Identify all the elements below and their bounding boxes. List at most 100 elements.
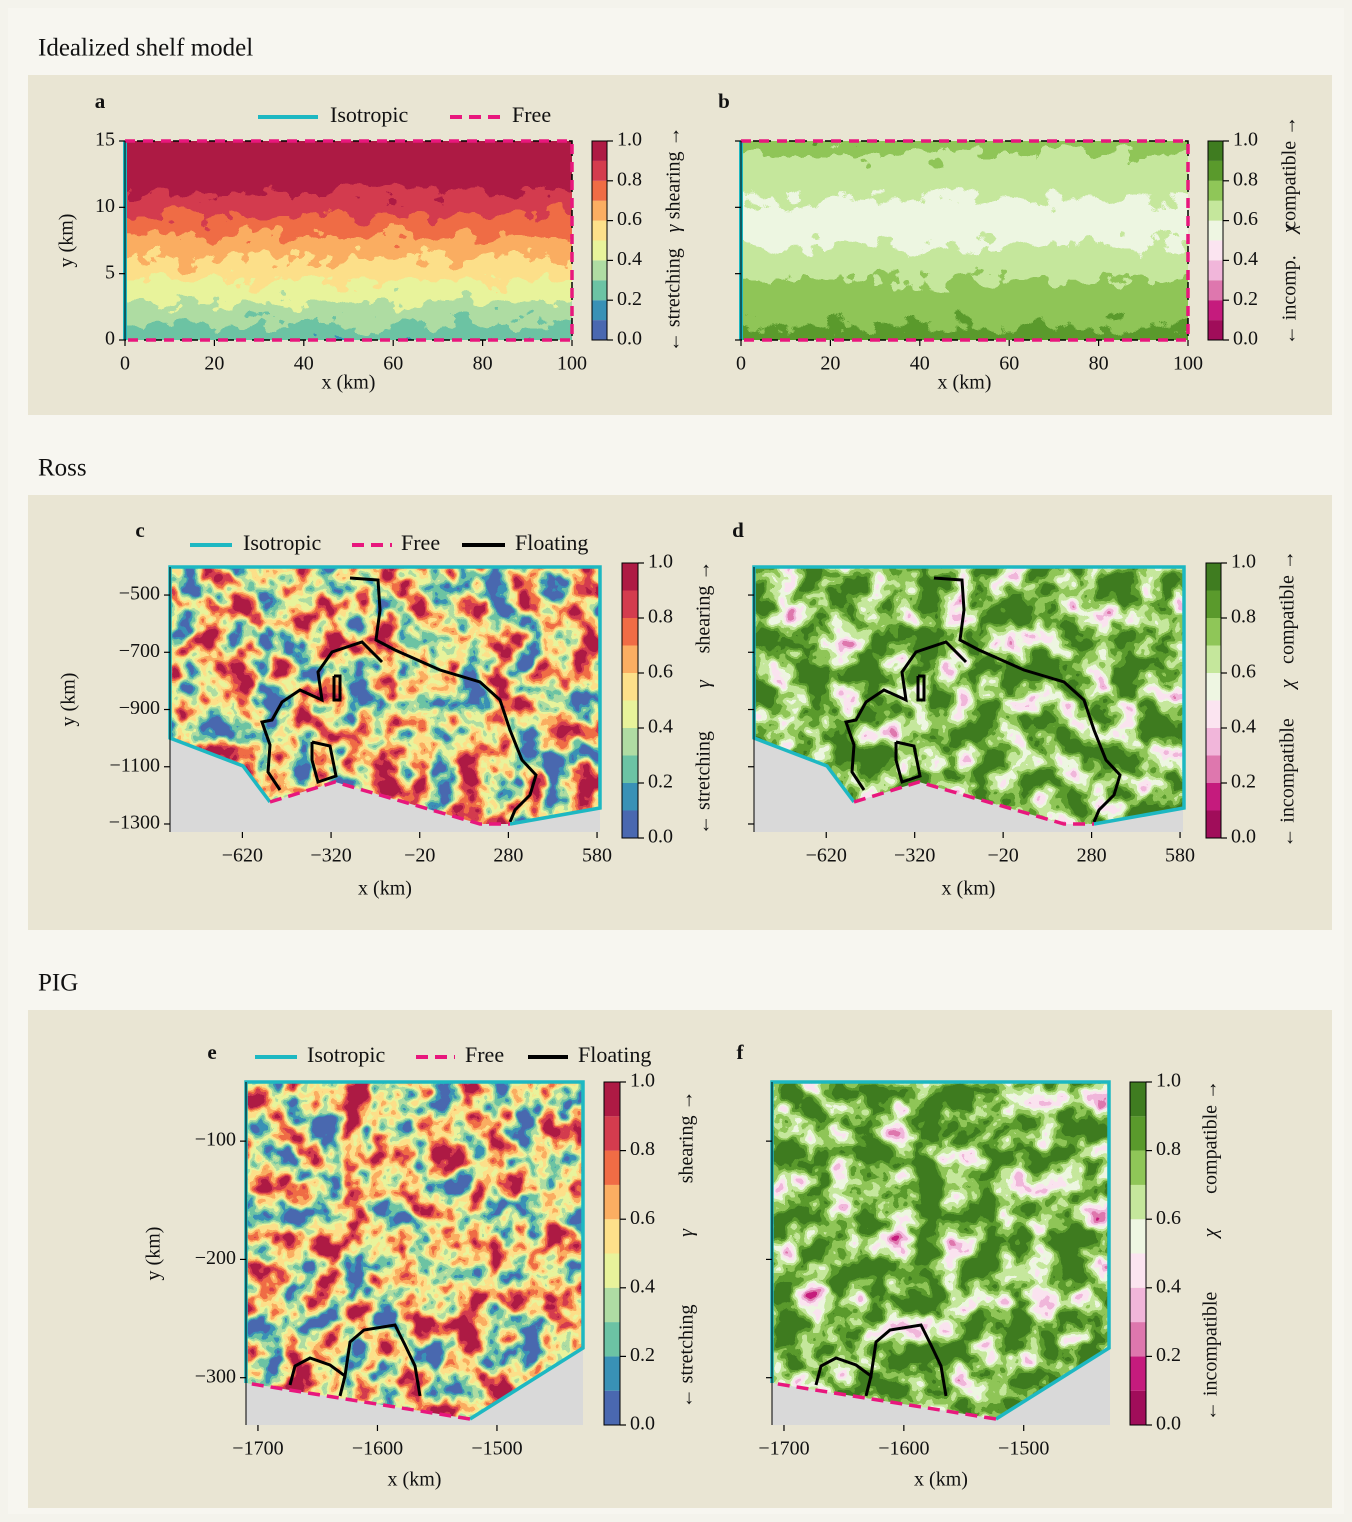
- colorbar-level: [1206, 755, 1221, 783]
- y-tick-label: −1100: [109, 754, 160, 776]
- colorbar-level: [1208, 141, 1223, 161]
- legend-label: Free: [512, 102, 551, 127]
- colorbar-label: shearing →: [663, 126, 685, 219]
- colorbar-tick-label: 0.4: [1233, 248, 1258, 270]
- floating-outline: [349, 576, 538, 823]
- colorbar-tick-label: 1.0: [630, 1070, 655, 1092]
- x-tick-label: 20: [204, 353, 224, 375]
- colorbar-tick-label: 0.0: [617, 328, 642, 350]
- colorbar-level: [1208, 160, 1223, 181]
- colorbar-tick-label: 0.8: [617, 168, 642, 190]
- colorbar-label: ← stretching: [693, 731, 715, 835]
- colorbar-level: [592, 220, 607, 241]
- field: [125, 141, 572, 340]
- x-tick-label: −620: [806, 845, 847, 867]
- floating-outline: [338, 1375, 347, 1397]
- colorbar-level: [1130, 1219, 1146, 1254]
- colorbar-tick-label: 0.2: [1156, 1344, 1181, 1366]
- y-tick-label: −1300: [109, 812, 160, 834]
- colorbar-level: [592, 180, 607, 201]
- legend-label: Floating: [515, 530, 588, 555]
- colorbar-level: [1130, 1184, 1146, 1220]
- field: [741, 141, 1188, 340]
- colorbar-level: [604, 1219, 620, 1254]
- colorbar-tick-label: 0.0: [630, 1413, 655, 1435]
- section-title: PIG: [38, 970, 78, 997]
- colorbar-tick-label: 0.2: [648, 771, 673, 793]
- x-tick-label: 60: [999, 353, 1019, 375]
- x-tick-label: 100: [1173, 353, 1203, 375]
- y-axis-label: y (km): [58, 673, 80, 727]
- x-axis-label: x (km): [942, 878, 996, 900]
- colorbar-tick-label: 0.8: [1231, 606, 1256, 628]
- colorbar-level: [622, 590, 638, 618]
- colorbar-label: ← incompatible: [1200, 1292, 1222, 1422]
- x-tick-label: 580: [582, 845, 612, 867]
- colorbar-level: [1206, 700, 1221, 728]
- colorbar-level: [604, 1082, 620, 1117]
- colorbar-level: [1130, 1322, 1146, 1357]
- colorbar-level: [622, 563, 638, 591]
- colorbar-level: [1206, 645, 1221, 673]
- legend-label: Isotropic: [307, 1042, 385, 1067]
- colorbar-tick-label: 1.0: [648, 551, 673, 573]
- colorbar-level: [1206, 673, 1221, 701]
- y-tick-label: 0: [105, 328, 115, 350]
- colorbar-level: [1206, 590, 1221, 618]
- x-tick-label: 0: [120, 353, 130, 375]
- colorbar-level: [622, 618, 638, 646]
- colorbar-tick-label: 1.0: [1231, 551, 1256, 573]
- colorbar-tick-label: 0.4: [1156, 1275, 1181, 1297]
- colorbar-tick-label: 0.0: [648, 826, 673, 848]
- legend-label: Isotropic: [243, 530, 321, 555]
- x-tick-label: 280: [1077, 845, 1107, 867]
- x-tick-label: 40: [910, 353, 930, 375]
- colorbar-level: [604, 1253, 620, 1288]
- colorbar-tick-label: 0.2: [630, 1344, 655, 1366]
- colorbar-level: [604, 1150, 620, 1185]
- colorbar-label: γ: [693, 679, 715, 688]
- colorbar-level: [604, 1322, 620, 1357]
- colorbar-label: γ: [663, 224, 685, 233]
- x-tick-label: −20: [988, 845, 1019, 867]
- colorbar-tick-label: 0.6: [630, 1207, 655, 1229]
- colorbar-level: [604, 1184, 620, 1220]
- x-tick-label: 80: [473, 353, 493, 375]
- colorbar-level: [604, 1116, 620, 1151]
- legend-label: Free: [401, 530, 440, 555]
- x-tick-label: 0: [736, 353, 746, 375]
- colorbar-frame: [603, 1081, 621, 1426]
- colorbar-label: χ: [1200, 1227, 1222, 1239]
- colorbar-label: ← incomp.: [1279, 255, 1301, 345]
- x-tick-label: −1600: [878, 1438, 929, 1460]
- colorbar-frame: [591, 140, 608, 341]
- colorbar-tick-label: 1.0: [1233, 129, 1258, 151]
- y-axis-label: y (km): [56, 214, 78, 268]
- colorbar-level: [604, 1390, 620, 1425]
- x-tick-label: 80: [1089, 353, 1109, 375]
- x-axis-label: x (km): [914, 1469, 968, 1491]
- colorbar-label: γ: [676, 1228, 698, 1237]
- x-tick-label: −320: [894, 845, 935, 867]
- y-tick-label: −900: [119, 697, 160, 719]
- y-tick-label: 15: [95, 129, 115, 151]
- colorbar-tick-label: 1.0: [617, 129, 642, 151]
- y-tick-label: −700: [119, 640, 160, 662]
- colorbar-label: ← incompatible: [1277, 718, 1299, 848]
- colorbar-frame: [1205, 562, 1222, 839]
- y-tick-label: −300: [195, 1365, 236, 1387]
- colorbar-level: [1208, 300, 1223, 321]
- x-tick-label: −20: [404, 845, 435, 867]
- colorbar-label: compatible →: [1200, 1080, 1222, 1194]
- colorbar-level: [592, 300, 607, 321]
- x-tick-label: 280: [493, 845, 523, 867]
- colorbar-level: [622, 673, 638, 701]
- colorbar-level: [1206, 783, 1221, 811]
- colorbar-level: [1206, 810, 1221, 838]
- colorbar-frame: [1207, 140, 1224, 341]
- x-tick-label: 100: [557, 353, 587, 375]
- colorbar-level: [622, 700, 638, 728]
- y-tick-label: −200: [195, 1247, 236, 1269]
- colorbar-tick-label: 0.6: [1233, 208, 1258, 230]
